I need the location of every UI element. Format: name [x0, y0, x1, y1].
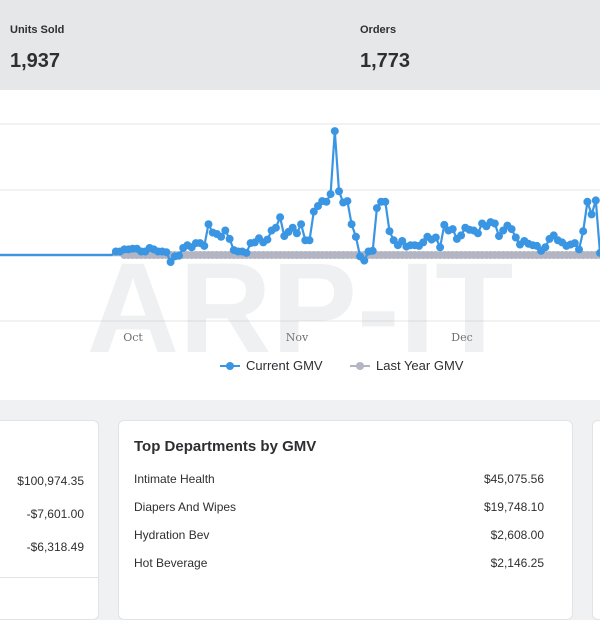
- card-title: Top Departments by GMV: [134, 438, 317, 455]
- summary-card: $100,974.35 -$7,601.00 -$6,318.49: [0, 420, 99, 620]
- data-point: [596, 248, 600, 257]
- series-line: [0, 129, 600, 264]
- kpi-label: Orders: [360, 24, 397, 36]
- department-name: Hot Beverage: [134, 556, 208, 570]
- data-point: [385, 227, 394, 236]
- data-point: [221, 226, 230, 235]
- data-point: [507, 225, 516, 234]
- data-point: [343, 197, 352, 206]
- kpi-label: Units Sold: [10, 24, 65, 36]
- department-name: Intimate Health: [134, 472, 215, 486]
- legend-current-gmv[interactable]: Current GMV: [220, 358, 323, 373]
- data-point: [217, 232, 226, 241]
- data-point: [225, 234, 234, 243]
- kpi-bar: Units Sold 1,937 Orders 1,773: [0, 0, 600, 90]
- data-point: [591, 196, 600, 205]
- data-point: [368, 246, 377, 255]
- top-departments-card: Top Departments by GMV Intimate Health $…: [118, 420, 573, 620]
- department-name: Hydration Bev: [134, 528, 210, 542]
- data-point: [351, 232, 360, 241]
- x-tick-label: Dec: [451, 331, 473, 344]
- data-point: [297, 220, 306, 229]
- department-gmv: $19,748.10: [483, 500, 544, 514]
- legend-label: Last Year GMV: [376, 358, 464, 373]
- gmv-chart-panel: Oct Nov Dec Current GMV Last Year GMV: [0, 90, 600, 400]
- data-point: [398, 237, 407, 245]
- department-row[interactable]: Hydration Bev $2,608.00: [134, 528, 544, 546]
- x-tick-label: Nov: [286, 331, 309, 344]
- data-point: [381, 197, 390, 206]
- data-point: [360, 256, 369, 265]
- data-point: [419, 238, 428, 247]
- x-tick-label: Oct: [123, 331, 143, 344]
- data-point: [271, 223, 280, 232]
- data-point: [335, 187, 343, 196]
- data-point: [166, 258, 175, 266]
- data-point: [587, 210, 596, 219]
- data-point: [457, 231, 466, 240]
- data-point: [263, 235, 272, 244]
- department-gmv: $2,608.00: [490, 528, 544, 542]
- data-point: [309, 207, 318, 216]
- data-point: [347, 220, 356, 229]
- data-point: [431, 233, 440, 242]
- data-point: [583, 197, 592, 206]
- data-point: [276, 213, 285, 222]
- data-point: [292, 229, 301, 238]
- department-row[interactable]: Diapers And Wipes $19,748.10: [134, 500, 544, 518]
- data-point: [162, 248, 171, 257]
- data-point: [490, 219, 499, 228]
- legend-swatch: [220, 361, 240, 371]
- kpi-value: 1,937: [10, 50, 61, 72]
- partial-card: [592, 420, 600, 620]
- data-point: [330, 127, 339, 136]
- summary-value: $100,974.35: [17, 474, 84, 488]
- data-point: [579, 227, 588, 236]
- legend-label: Current GMV: [246, 358, 323, 373]
- summary-value: -$7,601.00: [26, 507, 84, 521]
- data-point: [473, 229, 482, 238]
- data-point: [175, 251, 183, 260]
- divider: [0, 577, 98, 578]
- department-gmv: $45,075.56: [483, 472, 544, 486]
- department-row[interactable]: Hot Beverage $2,146.25: [134, 556, 544, 574]
- data-point: [322, 197, 331, 206]
- data-point: [288, 223, 297, 232]
- data-point: [200, 241, 209, 250]
- data-point: [448, 225, 457, 234]
- data-point: [436, 243, 445, 252]
- department-row[interactable]: Intimate Health $45,075.56: [134, 472, 544, 490]
- data-point: [511, 233, 520, 242]
- data-point: [495, 232, 503, 241]
- department-name: Diapers And Wipes: [134, 500, 237, 514]
- data-point: [242, 248, 251, 257]
- department-gmv: $2,146.25: [490, 556, 544, 570]
- gmv-line-chart: Oct Nov Dec: [0, 123, 600, 344]
- legend-swatch: [350, 361, 370, 371]
- kpi-value: 1,773: [360, 50, 411, 72]
- data-point: [204, 220, 213, 229]
- data-point: [541, 243, 550, 252]
- summary-value: -$6,318.49: [26, 540, 84, 554]
- data-point: [440, 220, 449, 229]
- data-point: [570, 239, 579, 248]
- data-point: [575, 245, 583, 254]
- legend-last-year-gmv[interactable]: Last Year GMV: [350, 358, 463, 373]
- chart-legend: Current GMV Last Year GMV: [0, 358, 600, 378]
- data-point: [305, 236, 314, 245]
- data-point: [326, 190, 335, 199]
- data-point: [372, 204, 381, 213]
